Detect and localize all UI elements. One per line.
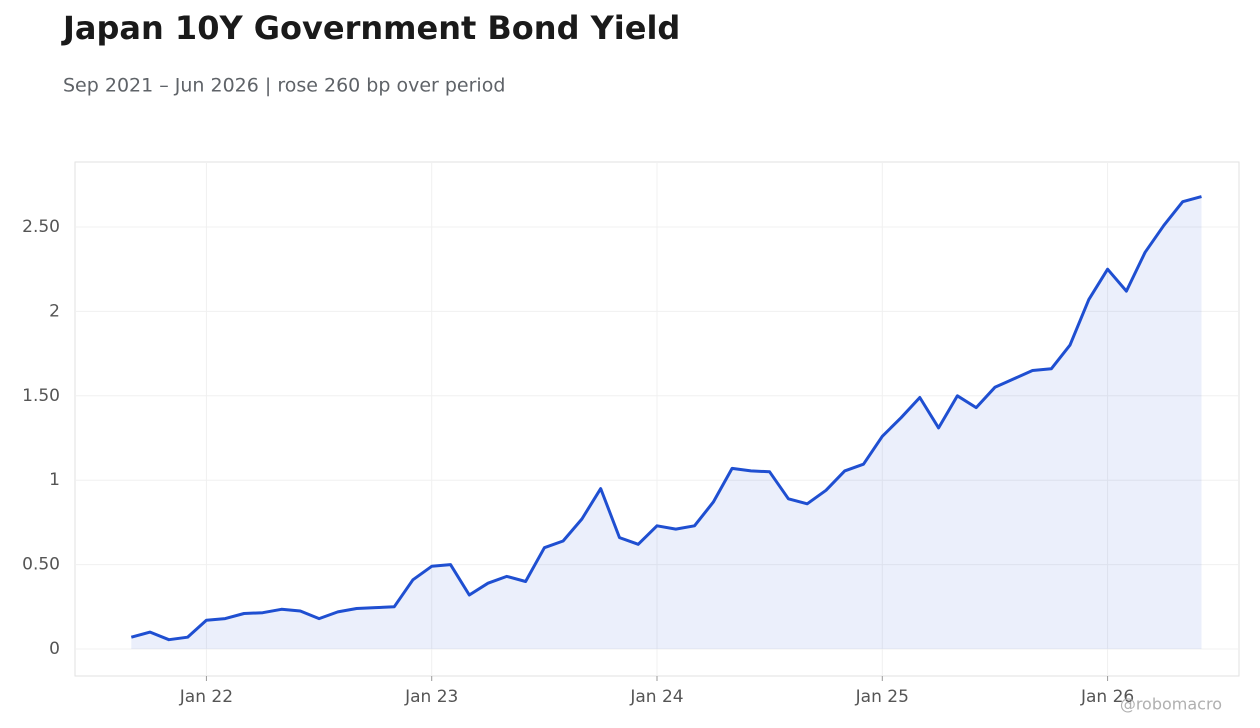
x-tick-label: Jan 25: [855, 687, 909, 707]
line: [130, 195, 1202, 642]
y-tick-label: 2: [49, 301, 60, 321]
y-tick-label: 0: [49, 639, 60, 659]
y-tick-label: 1.50: [22, 386, 60, 406]
y-tick-label: 0.50: [22, 555, 60, 575]
x-tick-label: Jan 26: [1080, 687, 1134, 707]
y-tick-label: 2.50: [22, 217, 60, 237]
x-tick-label: Jan 24: [629, 687, 683, 707]
x-tick-label: Jan 22: [179, 687, 233, 707]
chart-title: Japan 10Y Government Bond Yield: [61, 9, 680, 47]
watermark: @robomacro: [1120, 695, 1222, 714]
chart-subtitle: Sep 2021 – Jun 2026 | rose 260 bp over p…: [63, 75, 505, 97]
x-tick-label: Jan 23: [404, 687, 458, 707]
y-tick-label: 1: [49, 470, 60, 490]
area: [131, 196, 1202, 649]
